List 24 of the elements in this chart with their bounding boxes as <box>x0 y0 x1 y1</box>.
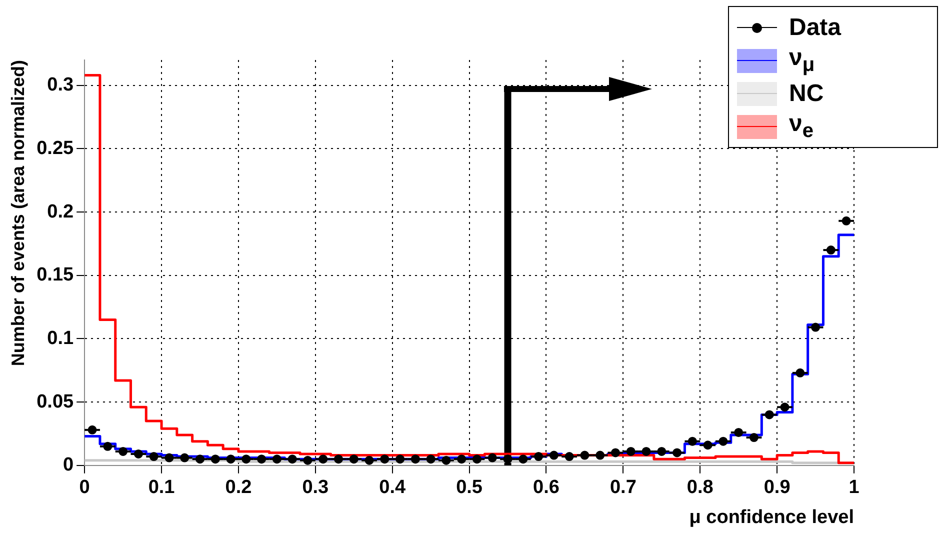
x-tick-label: 0.3 <box>302 477 329 498</box>
legend-label: Data <box>789 14 842 42</box>
y-tick-label: 0.05 <box>36 391 74 412</box>
y-tick-label: 0.25 <box>36 138 74 159</box>
y-tick-label: 0.3 <box>47 74 74 96</box>
x-axis-title: μ confidence level <box>689 506 854 528</box>
y-axis-title: Number of events (area normalized) <box>8 60 28 366</box>
legend-label: ν$_{e}$ <box>789 110 814 143</box>
legend-label: NC <box>789 80 824 108</box>
x-tick-label: 0.9 <box>764 477 790 498</box>
x-tick-label: 1 <box>848 477 860 498</box>
x-tick-label: 0.5 <box>456 477 483 498</box>
y-tick-label: 0.2 <box>47 201 74 222</box>
x-tick-label: 0 <box>79 477 90 498</box>
x-tick-label: 0.7 <box>610 477 636 498</box>
x-tick-label: 0.2 <box>225 477 252 498</box>
x-tick-label: 0.6 <box>533 477 560 498</box>
y-tick-label: 0.15 <box>36 264 74 286</box>
y-tick-label: 0.1 <box>47 328 74 349</box>
y-tick-label: 0 <box>63 454 74 476</box>
x-tick-label: 0.8 <box>686 477 714 498</box>
x-tick-label: 0.1 <box>148 477 176 498</box>
legend-label: ν$_{μ}$ <box>789 44 815 77</box>
x-tick-label: 0.4 <box>379 477 406 498</box>
